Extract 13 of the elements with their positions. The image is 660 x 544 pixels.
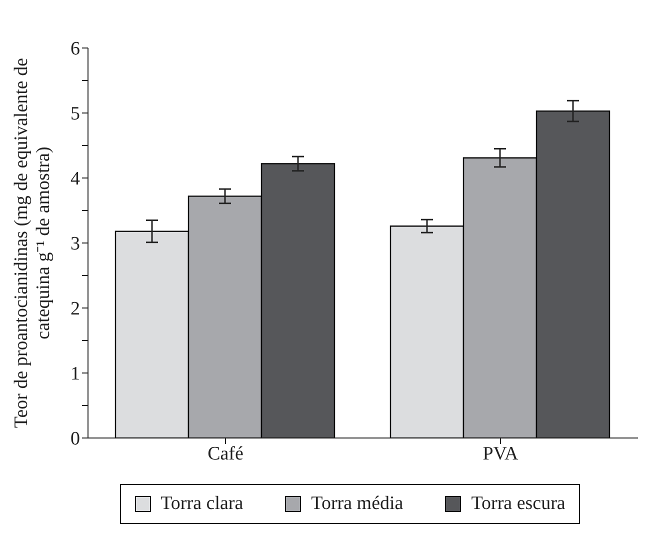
y-tick-label: 0 <box>70 428 80 450</box>
legend-label: Torra média <box>311 493 404 515</box>
y-axis-title: Teor de proantocianidinas (mg de equivalente de catequina g⁻¹ de amostra) <box>11 56 55 430</box>
y-tick-label: 3 <box>70 234 80 255</box>
y-tick-label: 5 <box>70 104 80 125</box>
y-tick-label: 2 <box>70 298 80 320</box>
y-tick-label: 1 <box>70 364 80 385</box>
legend-label: Torra clara <box>160 493 244 515</box>
y-tick-label: 6 <box>70 38 80 60</box>
y-tick-label: 4 <box>70 168 80 190</box>
legend-label: Torra escura <box>471 493 566 515</box>
x-tick-label: PVA <box>482 443 519 464</box>
x-tick-label: Café <box>208 443 244 464</box>
